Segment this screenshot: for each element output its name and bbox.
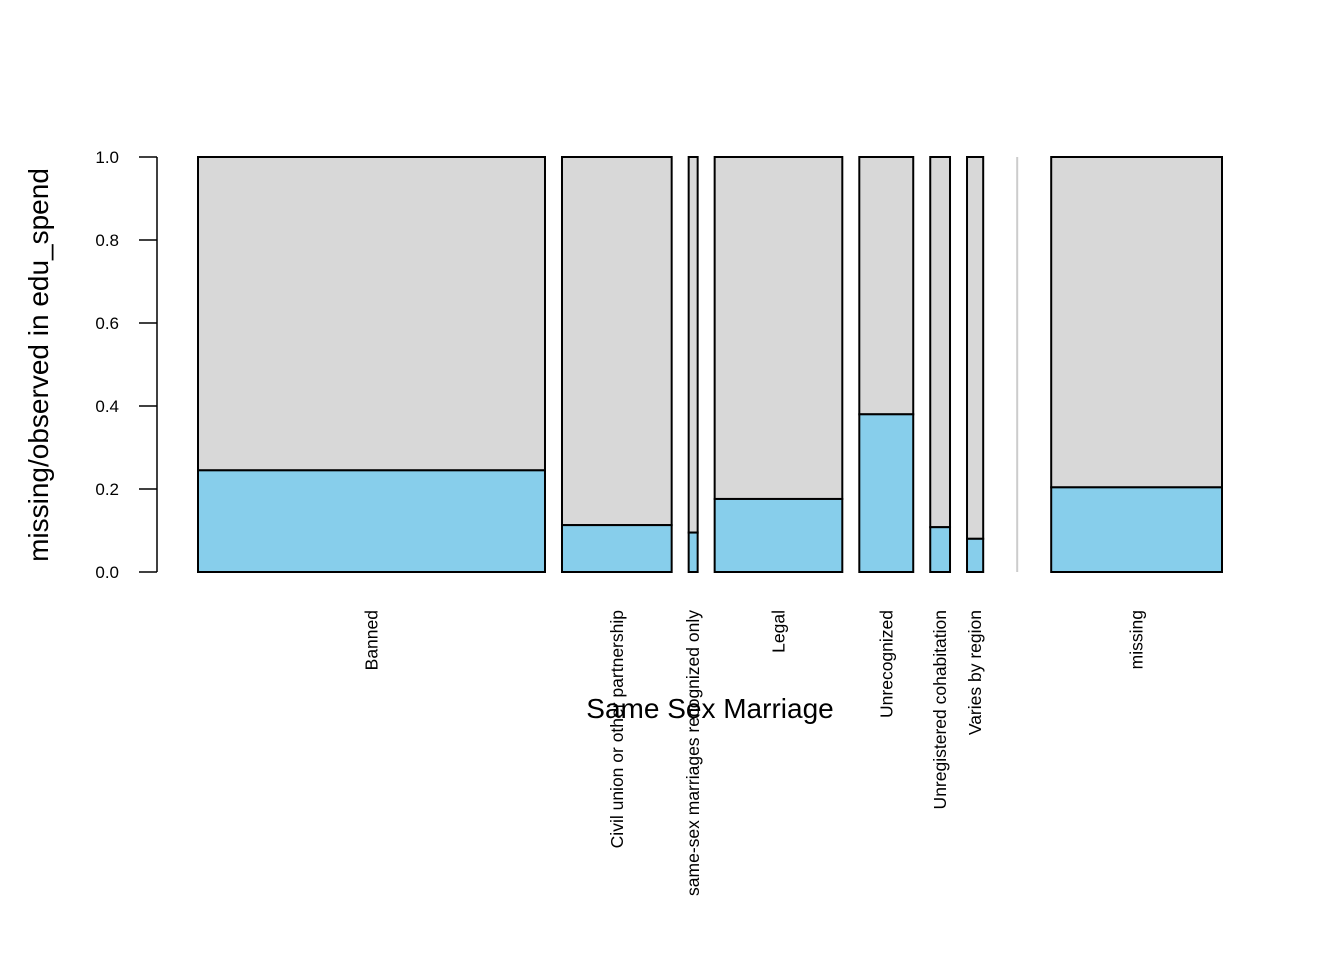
y-tick-label: 0.6 (95, 314, 119, 333)
bar-missing-segment (197, 469, 546, 574)
bar-observed-segment (197, 156, 546, 472)
bar-missing-segment (687, 531, 699, 574)
y-tick-label: 0.8 (95, 231, 119, 250)
category-label: missing (1127, 610, 1147, 669)
category-label: Banned (361, 610, 381, 670)
bar-missing-segment (560, 524, 673, 573)
bars (197, 156, 1223, 574)
category-label: Civil union or other partnership (607, 610, 627, 848)
category-label: Unregistered cohabitation (930, 610, 950, 809)
y-tick-label: 0.2 (95, 480, 119, 499)
y-tick-label: 1.0 (95, 148, 119, 167)
category-label: Unrecognized (876, 610, 896, 718)
bar-observed-segment (713, 156, 844, 500)
bar-missing-segment (1050, 486, 1223, 573)
y-tick-label: 0.0 (95, 563, 119, 582)
y-axis: 0.0 0.2 0.4 0.6 0.8 1.0 (95, 148, 158, 582)
category-label: Legal (768, 610, 788, 653)
bar-observed-segment (1050, 156, 1223, 489)
y-tick-label: 0.4 (95, 397, 119, 416)
bar-missing-segment (966, 537, 985, 573)
bar-missing-segment (713, 497, 844, 573)
category-label: same-sex marriages recognized only (683, 610, 703, 896)
bar-observed-segment (929, 156, 952, 529)
bar-observed-segment (687, 156, 699, 534)
bar-observed-segment (560, 156, 673, 527)
category-label: Varies by region (965, 610, 985, 735)
bar-observed-segment (966, 156, 985, 540)
bar-missing-segment (929, 526, 952, 573)
bar-missing-segment (858, 413, 915, 573)
bar-observed-segment (858, 156, 915, 416)
category-labels: Banned Civil union or other partnership sa… (361, 610, 1146, 896)
y-axis-title: missing/observed in edu_spend (23, 168, 54, 562)
x-axis-title: Same Sex Marriage (586, 693, 833, 724)
